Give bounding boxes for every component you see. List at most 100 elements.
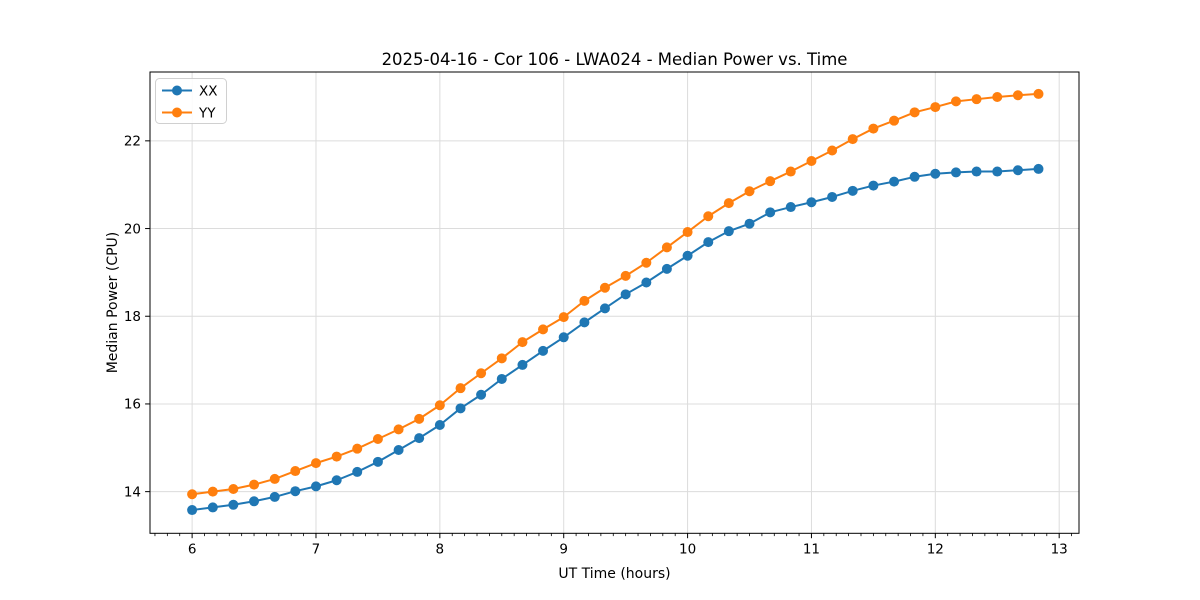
series-marker-XX	[641, 277, 652, 288]
chart-title: 2025-04-16 - Cor 106 - LWA024 - Median P…	[382, 50, 848, 69]
series-marker-YY	[744, 186, 755, 197]
y-tick-label: 14	[124, 484, 141, 500]
series-marker-XX	[228, 499, 239, 510]
series-marker-YY	[331, 451, 342, 462]
series-marker-YY	[806, 156, 817, 167]
series-marker-XX	[723, 226, 734, 237]
series-marker-XX	[806, 197, 817, 208]
series-marker-XX	[414, 433, 425, 444]
series-marker-XX	[889, 176, 900, 187]
legend: XX YY	[155, 78, 227, 124]
series-marker-XX	[868, 180, 879, 191]
legend-label-xx: XX	[199, 84, 218, 100]
series-marker-YY	[951, 96, 962, 107]
series-marker-YY	[455, 383, 466, 394]
series-marker-YY	[785, 166, 796, 177]
series-marker-YY	[889, 115, 900, 126]
series-marker-XX	[971, 166, 982, 177]
series-marker-YY	[187, 489, 198, 500]
series-marker-YY	[393, 424, 404, 435]
series-marker-XX	[785, 202, 796, 213]
series-marker-YY	[414, 413, 425, 424]
series-marker-YY	[290, 466, 301, 477]
series-marker-XX	[331, 475, 342, 486]
data-series	[187, 88, 1044, 516]
series-marker-YY	[868, 123, 879, 134]
series-marker-XX	[930, 168, 941, 179]
series-marker-YY	[496, 353, 507, 364]
x-tick-label: 8	[436, 541, 445, 557]
series-marker-XX	[310, 481, 321, 492]
series-marker-XX	[207, 502, 218, 513]
series-marker-XX	[744, 218, 755, 229]
series-marker-XX	[599, 303, 610, 314]
series-marker-XX	[372, 456, 383, 467]
series-marker-YY	[682, 227, 693, 238]
x-tick-label: 10	[679, 541, 696, 557]
series-marker-XX	[455, 403, 466, 414]
series-marker-YY	[1033, 88, 1044, 99]
x-tick-label: 13	[1051, 541, 1068, 557]
x-axis-label: UT Time (hours)	[558, 566, 670, 582]
series-marker-XX	[496, 373, 507, 384]
y-tick-label: 16	[124, 397, 141, 413]
series-marker-XX	[558, 332, 569, 343]
series-marker-XX	[187, 505, 198, 516]
x-tick-label: 12	[927, 541, 944, 557]
series-marker-XX	[661, 263, 672, 274]
series-marker-YY	[599, 282, 610, 293]
legend-label-yy: YY	[198, 106, 216, 122]
series-marker-YY	[476, 368, 487, 379]
series-marker-YY	[661, 242, 672, 253]
series-line-XX	[191, 167, 1040, 512]
series-marker-XX	[1012, 165, 1023, 176]
series-marker-YY	[228, 484, 239, 495]
series-marker-YY	[579, 295, 590, 306]
series-marker-XX	[352, 466, 363, 477]
y-axis-label: Median Power (CPU)	[105, 232, 121, 374]
series-marker-XX	[765, 207, 776, 218]
gridlines	[150, 72, 1079, 534]
series-marker-XX	[827, 191, 838, 202]
series-marker-YY	[847, 134, 858, 145]
series-marker-YY	[641, 257, 652, 268]
series-marker-XX	[992, 166, 1003, 177]
x-tick-label: 7	[312, 541, 321, 557]
series-marker-YY	[269, 473, 280, 484]
series-marker-YY	[310, 458, 321, 469]
x-tick-label: 6	[188, 541, 197, 557]
plot-border	[149, 71, 1080, 534]
series-marker-XX	[703, 237, 714, 248]
series-marker-YY	[827, 145, 838, 156]
series-marker-XX	[682, 250, 693, 261]
series-marker-YY	[703, 211, 714, 222]
x-tick-label: 9	[559, 541, 568, 557]
series-marker-YY	[434, 400, 445, 411]
series-marker-XX	[249, 496, 260, 507]
series-marker-XX	[476, 389, 487, 400]
series-marker-XX	[909, 171, 920, 182]
x-tick-label: 11	[803, 541, 820, 557]
series-marker-XX	[393, 444, 404, 455]
series-marker-XX	[538, 345, 549, 356]
series-marker-XX	[847, 185, 858, 196]
legend-marker-xx	[172, 85, 182, 96]
series-marker-XX	[1033, 163, 1044, 174]
legend-marker-yy	[172, 107, 182, 118]
series-marker-YY	[249, 479, 260, 490]
series-marker-YY	[620, 270, 631, 281]
series-marker-XX	[269, 491, 280, 502]
series-marker-YY	[930, 102, 941, 113]
series-marker-XX	[290, 486, 301, 497]
series-marker-YY	[765, 176, 776, 187]
legend-item-xx: XX	[162, 84, 218, 100]
series-marker-XX	[579, 317, 590, 328]
series-marker-YY	[352, 443, 363, 454]
legend-item-yy: YY	[162, 106, 216, 122]
series-marker-YY	[723, 198, 734, 209]
series-marker-YY	[372, 434, 383, 445]
series-marker-XX	[951, 167, 962, 178]
series-line-YY	[191, 92, 1040, 496]
